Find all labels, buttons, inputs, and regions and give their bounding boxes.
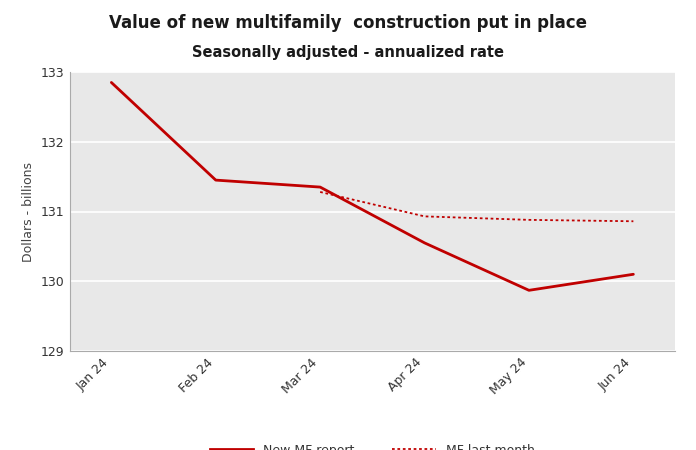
New MF report	[525, 288, 533, 293]
New MF report	[107, 80, 116, 85]
Line: New MF report: New MF report	[111, 82, 633, 290]
Y-axis label: Dollars - billions: Dollars - billions	[22, 162, 35, 261]
New MF report	[420, 240, 429, 246]
New MF report	[316, 184, 324, 190]
New MF report	[629, 271, 638, 277]
Text: Value of new multifamily  construction put in place: Value of new multifamily construction pu…	[109, 14, 587, 32]
Line: MF last month: MF last month	[320, 192, 633, 221]
MF last month	[629, 219, 638, 224]
Text: Seasonally adjusted - annualized rate: Seasonally adjusted - annualized rate	[192, 45, 504, 60]
New MF report	[212, 177, 220, 183]
Legend: New MF report, MF last month: New MF report, MF last month	[205, 439, 540, 450]
MF last month	[420, 214, 429, 219]
MF last month	[316, 189, 324, 195]
MF last month	[525, 217, 533, 223]
